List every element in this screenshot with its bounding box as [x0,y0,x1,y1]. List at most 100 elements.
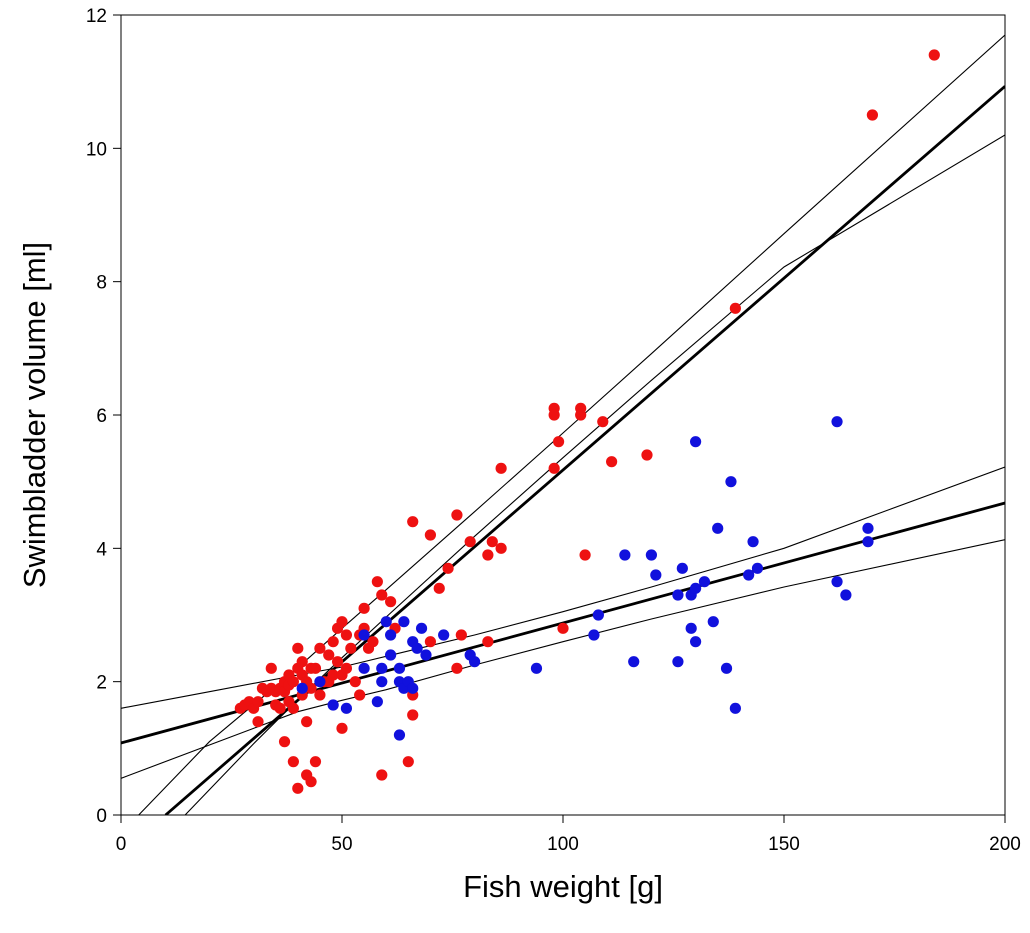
x-tick-label: 100 [547,834,579,855]
red-data-point [495,542,507,554]
red-data-point [579,549,591,561]
blue-data-point [314,676,326,688]
x-tick-label: 50 [331,834,352,855]
red-data-point [557,622,569,634]
red-data-point [442,562,454,574]
blue-data-point [743,569,755,581]
blue-data-point [358,662,370,674]
blue-data-point [358,629,370,641]
blue-data-point [393,662,406,674]
x-tick-label: 200 [989,834,1021,855]
red-data-point [301,716,313,728]
blue-data-point [619,549,631,561]
red-data-point [305,682,317,694]
red-data-point [928,49,940,61]
blue-data-point [588,629,600,641]
red-ci-upper-line [138,34,1005,815]
blue-data-point [340,702,353,714]
red-data-point [606,456,618,468]
red-data-point [407,709,419,721]
blue-ci-upper-line [121,466,1005,709]
red-data-point [641,449,653,461]
red-data-point [552,436,565,448]
red-data-point [340,662,353,674]
red-data-point [464,536,476,548]
red-data-point [327,669,339,681]
red-data-point [252,716,264,728]
y-axis-title: Swimbladder volume [ml] [17,242,52,588]
x-axis-title: Fish weight [g] [463,869,663,904]
blue-data-point [385,649,397,661]
blue-data-point [698,576,711,588]
red-data-point [314,689,326,701]
blue-data-point [831,576,843,588]
red-data-point [385,596,397,608]
red-data-point [367,636,379,648]
blue-data-point [393,729,406,741]
red-data-point [287,676,299,688]
blue-data-point [672,589,684,601]
red-data-point [482,549,494,561]
y-tick-label: 12 [86,6,107,27]
red-data-point [349,676,361,688]
red-data-point [336,616,348,628]
red-data-point [327,636,339,648]
y-tick-label: 6 [96,406,107,427]
red-data-point [451,662,463,674]
blue-data-point [385,629,397,641]
blue-data-point [411,642,423,654]
red-data-point [482,636,494,648]
blue-data-point [530,662,543,674]
red-data-point [729,302,741,314]
red-data-point [354,689,366,701]
blue-data-point [840,589,852,601]
red-data-point [331,656,344,668]
blue-data-point [672,656,684,668]
y-tick-label: 0 [96,806,107,827]
blue-data-point [327,699,339,711]
blue-data-point [690,582,702,594]
blue-data-point [685,622,697,634]
red-data-point [597,416,609,428]
red-data-point [376,589,388,601]
red-data-point [358,602,370,614]
red-data-point [265,662,277,674]
red-data-point [371,576,383,588]
red-data-point [376,769,388,781]
blue-data-point [628,656,640,668]
red-data-point [424,636,436,648]
blue-data-point [729,702,741,714]
red-data-point [455,629,467,641]
blue-data-point [862,522,874,534]
blue-data-point [751,562,764,574]
red-data-point [314,642,326,654]
blue-data-point [407,682,419,694]
red-data-point [296,656,308,668]
red-data-point [345,642,357,654]
red-data-point [309,662,322,674]
red-data-point [340,629,353,641]
blue-data-point [415,622,428,634]
blue-data-point [420,649,432,661]
blue-data-point [712,522,724,534]
plot-frame [120,14,1006,816]
red-data-point [292,782,304,794]
blue-data-point [380,616,392,628]
blue-data-point [438,629,450,641]
red-data-point [274,702,286,714]
blue-data-point [676,562,688,574]
blue-data-point [650,569,662,581]
red-data-point [323,649,335,661]
red-data-point [424,529,436,541]
axes: 0 50 100 150 200 0 2 4 6 8 10 12 [86,6,1021,855]
red-data-point [287,702,299,714]
x-tick-label: 0 [116,834,127,855]
red-data-point [548,462,560,474]
blue-data-point [469,656,481,668]
blue-ci-lower-line [121,539,1005,779]
red-data-point [433,582,445,594]
y-tick-label: 10 [86,139,107,160]
red-data-point [407,516,419,528]
blue-data-point [747,536,759,548]
red-data-point [575,409,587,421]
